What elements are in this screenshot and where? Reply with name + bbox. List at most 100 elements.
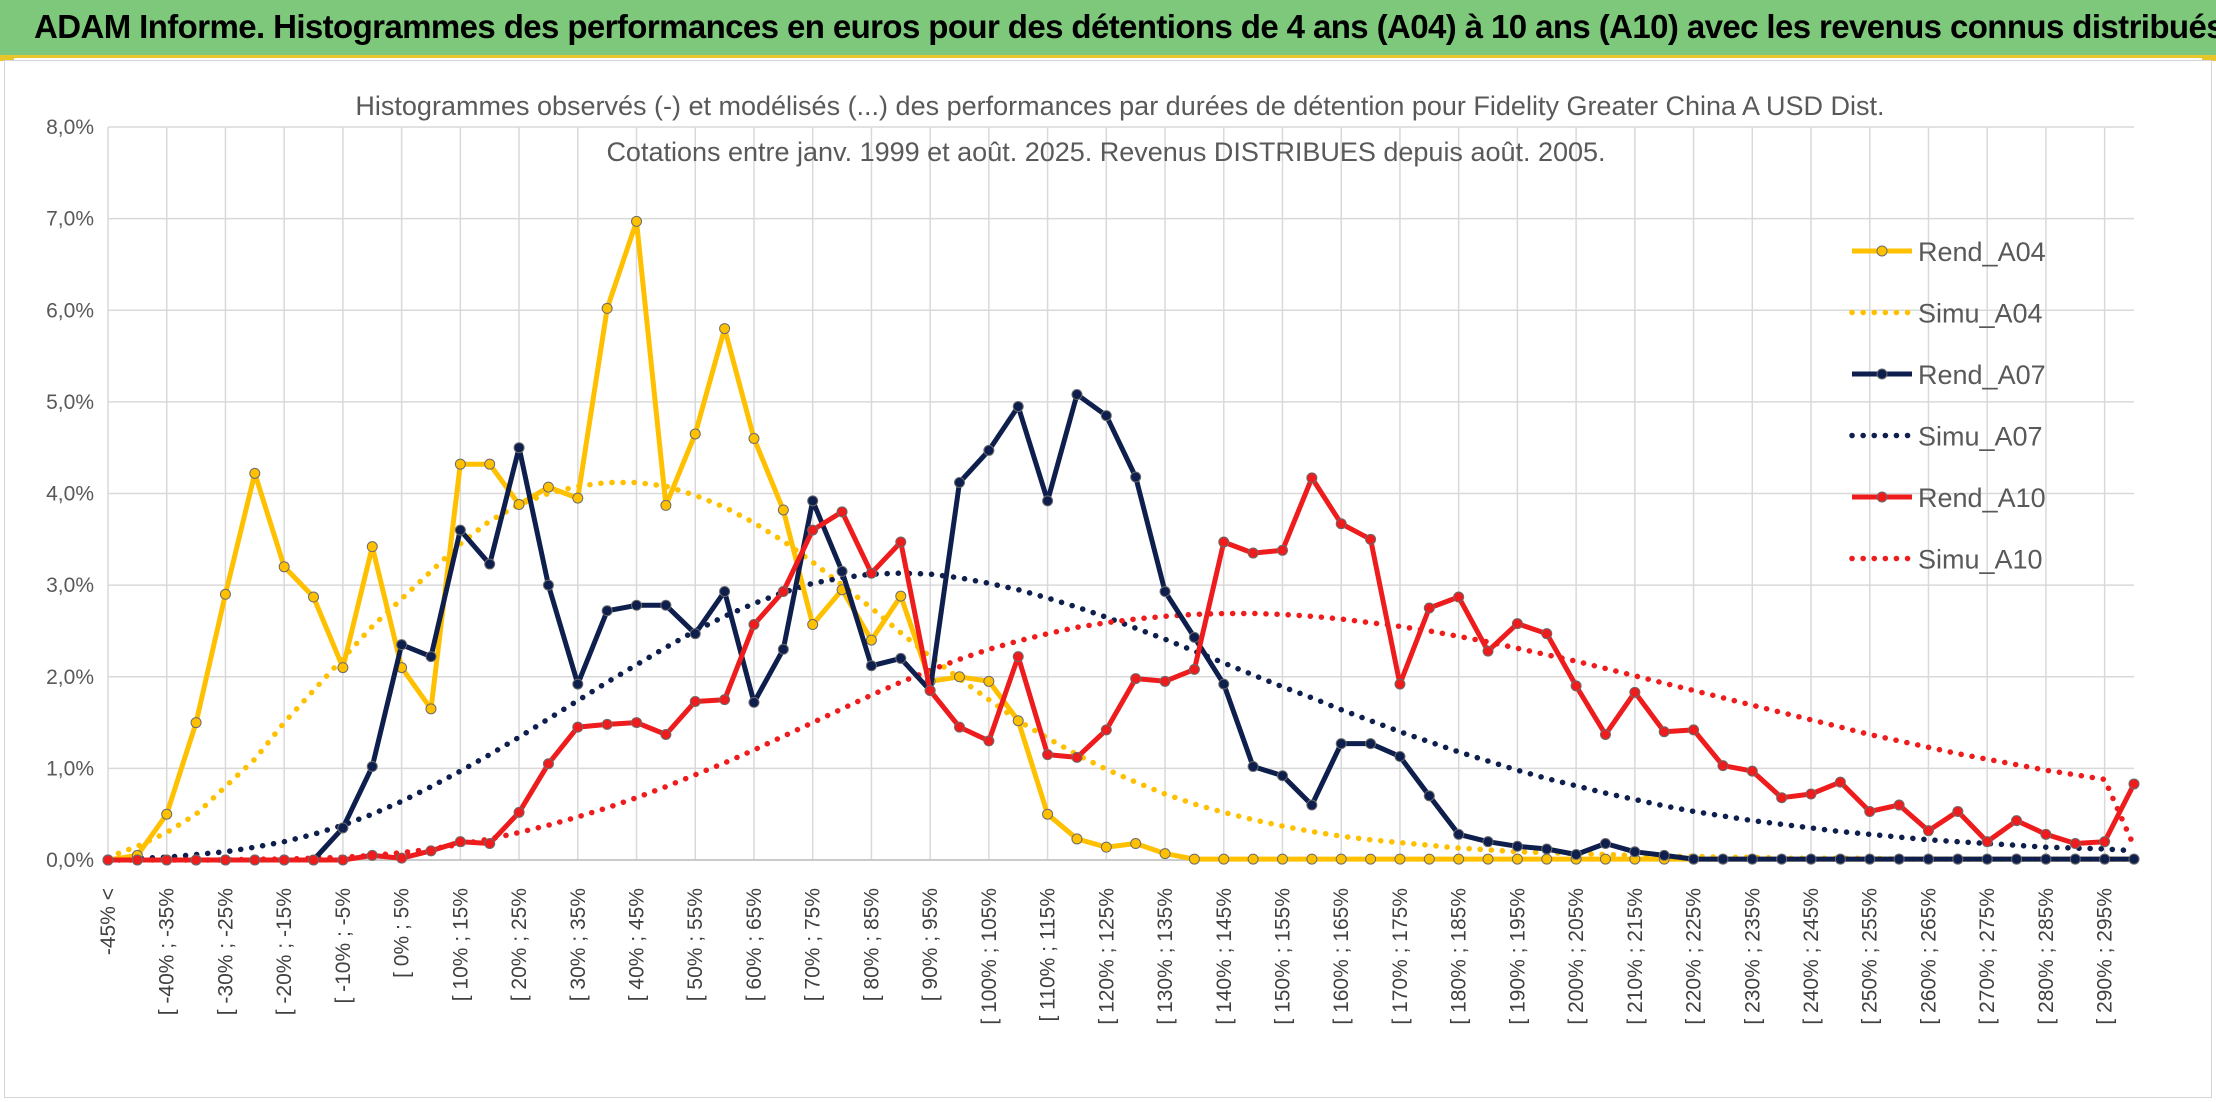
rend-a10-point bbox=[954, 721, 966, 733]
rend-a10-point bbox=[1453, 591, 1465, 603]
rend-a04-point bbox=[719, 323, 731, 335]
rend-a07-point bbox=[1893, 853, 1905, 865]
x-tick-label: [ 130% ; 135% bbox=[1154, 888, 1177, 1025]
rend-a04-point bbox=[1188, 853, 1200, 865]
rend-a10-point bbox=[131, 854, 143, 866]
banner-accent-right bbox=[2202, 56, 2216, 61]
rend-a07-point bbox=[1746, 853, 1758, 865]
x-tick-label: [ 120% ; 125% bbox=[1095, 888, 1118, 1025]
rend-a04-point bbox=[983, 675, 995, 687]
rend-a10-point bbox=[1042, 749, 1054, 761]
rend-a04-point bbox=[1599, 853, 1611, 865]
rend-a07-point bbox=[1629, 846, 1641, 858]
rend-a04-point bbox=[572, 492, 584, 504]
chart-title: Histogrammes observés (-) et modélisés (… bbox=[355, 91, 1884, 121]
rend-a10-point bbox=[1423, 602, 1435, 614]
rend-a10-point bbox=[572, 721, 584, 733]
rend-a04-point bbox=[865, 634, 877, 646]
rend-a07-point bbox=[1805, 853, 1817, 865]
rend-a04-point bbox=[1365, 853, 1377, 865]
rend-a10-point bbox=[748, 619, 760, 631]
rend-a07-point bbox=[2128, 853, 2140, 865]
rend-a10-point bbox=[1922, 825, 1934, 837]
rend-a04-point bbox=[1218, 853, 1230, 865]
rend-a04-point bbox=[454, 458, 466, 470]
rend-a10-point bbox=[983, 735, 995, 747]
rend-a10-point bbox=[924, 684, 936, 696]
x-tick-label: [ 200% ; 205% bbox=[1565, 888, 1588, 1025]
x-tick-label: [ 250% ; 255% bbox=[1859, 888, 1882, 1025]
rend-a10-point bbox=[1218, 536, 1230, 548]
x-tick-label: [ 100% ; 105% bbox=[978, 888, 1001, 1025]
rend-a07-point bbox=[2069, 853, 2081, 865]
x-tick-label: [ 10% ; 15% bbox=[449, 888, 472, 1001]
rend-a04-point bbox=[807, 619, 819, 631]
rend-a10-point bbox=[836, 506, 848, 518]
rend-a10-point bbox=[1952, 805, 1964, 817]
simu-a04-line bbox=[105, 479, 2137, 862]
rend-a10-point bbox=[719, 694, 731, 706]
x-tick-label: [ 290% ; 295% bbox=[2094, 888, 2117, 1025]
rend-a04-point bbox=[660, 499, 672, 511]
rend-a07-point bbox=[1541, 843, 1553, 855]
rend-a10-point bbox=[865, 567, 877, 579]
x-tick-label: [ 280% ; 285% bbox=[2035, 888, 2058, 1025]
rend-a10-point bbox=[1511, 618, 1523, 630]
rend-a07-point bbox=[719, 586, 731, 598]
rend-a04-point bbox=[1482, 853, 1494, 865]
x-tick-label: [ 140% ; 145% bbox=[1213, 888, 1236, 1025]
rend-a10-point bbox=[1394, 678, 1406, 690]
legend-label-rend-a04: Rend_A04 bbox=[1918, 237, 2046, 267]
rend-a10-point bbox=[513, 806, 525, 818]
x-tick-label: [ 0% ; 5% bbox=[391, 888, 414, 978]
rend-a04-point bbox=[1394, 853, 1406, 865]
x-tick-label: [ 220% ; 225% bbox=[1683, 888, 1706, 1025]
rend-a07-line bbox=[108, 392, 2134, 863]
rend-a07-point bbox=[1511, 840, 1523, 852]
x-tick-label: [ 30% ; 35% bbox=[567, 888, 590, 1001]
legend-label-simu-a07: Simu_A07 bbox=[1918, 422, 2043, 452]
y-tick-label: 0,0% bbox=[46, 849, 94, 872]
rend-a10-point bbox=[425, 845, 437, 857]
rend-a04-point bbox=[631, 215, 643, 227]
rend-a07-point bbox=[542, 579, 554, 591]
rend-a04-point bbox=[190, 717, 202, 729]
rend-a07-point bbox=[1100, 410, 1112, 422]
rend-a07-point bbox=[983, 444, 995, 456]
x-tick-label: [ 80% ; 85% bbox=[860, 888, 883, 1001]
rend-a10-point bbox=[1805, 788, 1817, 800]
rend-a07-point bbox=[484, 558, 496, 570]
legend-marker-rend-a04 bbox=[1876, 245, 1888, 257]
rend-a07-point bbox=[1717, 853, 1729, 865]
rend-a10-point bbox=[1864, 805, 1876, 817]
rend-a07-point bbox=[2040, 853, 2052, 865]
rend-a04-point bbox=[777, 504, 789, 516]
rend-a10-point bbox=[631, 717, 643, 729]
banner-accent-left bbox=[0, 56, 14, 61]
rend-a07-point bbox=[660, 599, 672, 611]
rend-a07-point bbox=[1952, 853, 1964, 865]
rend-a10-point bbox=[1746, 765, 1758, 777]
legend-label-rend-a10: Rend_A10 bbox=[1918, 483, 2046, 513]
x-tick-label: -45% < bbox=[97, 888, 120, 955]
rend-a04-point bbox=[513, 498, 525, 510]
rend-a04-point bbox=[1541, 853, 1553, 865]
simu-a10-line bbox=[105, 610, 2137, 863]
rend-a07-point bbox=[396, 639, 408, 651]
rend-a04-point bbox=[425, 703, 437, 715]
rend-a10-point bbox=[1717, 760, 1729, 772]
x-axis: -45% < [ -40% ; -35% [ -30% ; -25% [ -20% ;… bbox=[97, 859, 2134, 1025]
chart-subtitle: Cotations entre janv. 1999 et août. 2025… bbox=[606, 137, 1605, 167]
rend-a07-point bbox=[1071, 389, 1083, 401]
rend-a04-point bbox=[601, 302, 613, 314]
rend-a10-point bbox=[366, 849, 378, 861]
rend-a10-point bbox=[337, 854, 349, 866]
rend-a10-point bbox=[2040, 828, 2052, 840]
rend-a07-point bbox=[748, 696, 760, 708]
rend-a04-point bbox=[337, 662, 349, 674]
rend-a07-point bbox=[2099, 853, 2111, 865]
rend-a10-point bbox=[1012, 651, 1024, 663]
rend-a07-point bbox=[1864, 853, 1876, 865]
y-axis: 0,0% 1,0% 2,0% 3,0% 4,0% 5,0% 6,0% 7,0% 8,0% bbox=[46, 116, 94, 872]
